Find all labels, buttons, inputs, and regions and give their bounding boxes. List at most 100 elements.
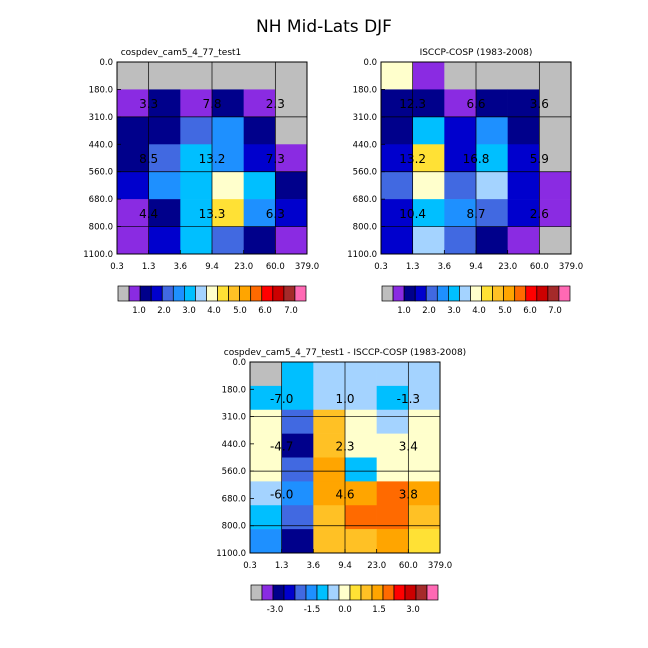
panel-obs-title: ISCCP-COSP (1983-2008) [420,48,533,58]
model-cell-r2-c5 [275,116,308,145]
obs-ytick-label-0: 0.0 [363,58,377,68]
obs-cell-r0-c1 [412,62,445,90]
obs-colorbar-label-2: 3.0 [447,306,461,316]
model-cell-value-6: 4.4 [139,207,158,221]
model-cell-r6-c1 [148,226,181,255]
obs-colorbar-swatch-14 [536,285,549,302]
diff-colorbar-swatch-0 [250,584,263,601]
obs-cell-r5-c1 [412,199,445,227]
model-colorbar-swatch-0 [117,285,130,302]
model-colorbar-swatch-10 [228,285,240,302]
obs-colorbar-swatch-4 [425,285,438,302]
diff-cell-r5-c0 [250,481,282,506]
obs-cell-value-3: 13.2 [399,152,426,166]
diff-cell-value-1: 1.0 [335,392,354,406]
model-cell-r5-c3 [212,199,244,227]
diff-cell-r4-c4 [376,457,409,482]
diff-xtick-label-2: 3.6 [307,561,321,571]
diff-cell-r1-c2 [313,385,346,411]
diff-cell-value-5: 3.4 [399,440,418,454]
diff-cell-r1-c5 [408,385,441,411]
obs-ytick-label-6: 800.0 [353,223,377,233]
model-colorbar-swatch-16 [294,285,307,302]
diff-colorbar-swatch-5 [305,584,318,601]
model-colorbar-label-1: 2.0 [157,306,171,316]
obs-cell-r2-c1 [412,116,445,145]
diff-cell-r5-c1 [281,481,314,506]
obs-colorbar-label-5: 6.0 [523,306,537,316]
diff-ytick-label-2: 310.0 [222,413,246,423]
obs-ytick-label-5: 680.0 [353,195,377,205]
diff-cell-r4-c2 [313,457,346,482]
model-cell-r6-c2 [180,226,213,255]
obs-cell-r3-c2 [444,144,477,173]
obs-cell-r2-c4 [507,116,540,145]
diff-ytick-label-3: 440.0 [222,440,246,450]
diff-xtick-label-4: 23.0 [367,561,386,571]
diff-cell-r1-c1 [281,385,314,411]
diff-colorbar-swatch-4 [294,584,307,601]
obs-cell-r4-c4 [507,171,540,200]
obs-colorbar-swatch-12 [514,285,527,302]
obs-cell-r5-c2 [444,199,477,227]
obs-colorbar-label-6: 7.0 [548,306,562,316]
model-ytick-label-0: 0.0 [99,58,113,68]
obs-cell-value-8: 2.6 [530,207,549,221]
obs-cell-r5-c5 [539,199,572,227]
model-cell-r0-c4 [243,62,276,90]
model-cell-value-1: 7.8 [202,97,221,111]
obs-cell-r5-c0 [381,199,413,227]
obs-xtick-label-5: 60.0 [530,262,549,272]
model-cell-r0-c1 [148,62,181,90]
obs-cell-r0-c0 [381,62,413,90]
model-cell-r0-c3 [212,62,244,90]
obs-colorbar-label-4: 5.0 [498,306,512,316]
obs-cell-r1-c1 [412,89,445,118]
obs-cell-r6-c4 [507,226,540,255]
diff-xtick-label-6: 379.0 [428,561,452,571]
diff-colorbar-swatch-6 [316,584,329,601]
obs-cell-r6-c1 [412,226,445,255]
obs-cell-r1-c3 [476,89,508,118]
model-cell-r4-c3 [212,171,244,200]
obs-cell-value-7: 8.7 [466,207,485,221]
obs-cell-r1-c0 [381,89,413,118]
model-xtick-label-3: 9.4 [205,262,219,272]
diff-cell-r4-c0 [250,457,282,482]
diff-xtick-label-3: 9.4 [338,561,352,571]
model-colorbar-swatch-15 [283,285,296,302]
model-colorbar-swatch-5 [172,285,185,302]
diff-cell-r5-c2 [313,481,346,506]
diff-cell-r5-c3 [345,481,377,506]
model-ytick-label-4: 560.0 [89,168,113,178]
obs-cell-r4-c3 [476,171,508,200]
diff-cell-r3-c1 [281,433,314,458]
model-cell-r5-c1 [148,199,181,227]
diff-colorbar-swatch-3 [283,584,296,601]
model-cell-value-8: 6.3 [266,207,285,221]
obs-cell-value-0: 12.3 [399,97,426,111]
model-cell-r1-c3 [212,89,244,118]
diff-cell-value-4: 2.3 [335,440,354,454]
obs-colorbar-swatch-2 [403,285,416,302]
obs-cell-r4-c0 [381,171,413,200]
diff-cell-value-3: -4.7 [270,440,293,454]
model-colorbar-swatch-1 [128,285,141,302]
diff-cell-value-8: 3.8 [399,487,418,501]
diff-cell-r4-c3 [345,457,377,482]
model-cell-value-2: 2.3 [266,97,285,111]
obs-ytick-label-2: 310.0 [353,113,377,123]
diff-colorbar-swatch-1 [261,584,274,601]
diff-cell-r2-c0 [250,409,282,434]
obs-colorbar-swatch-10 [492,285,504,302]
panel-model: cospdev_cam5_4_77_test1 0.3 1.3 3.6 9.4 23.0… [83,48,319,316]
obs-colorbar-label-0: 1.0 [397,306,411,316]
model-xtick-label-4: 23.0 [234,262,253,272]
obs-cell-r0-c2 [444,62,477,90]
model-xtick-label-2: 3.6 [174,262,188,272]
model-ytick-label-1: 180.0 [89,85,113,95]
model-colorbar-swatch-11 [239,285,252,302]
model-cell-r5-c4 [243,199,276,227]
obs-cell-r2-c2 [444,116,477,145]
model-ytick-label-5: 680.0 [89,195,113,205]
